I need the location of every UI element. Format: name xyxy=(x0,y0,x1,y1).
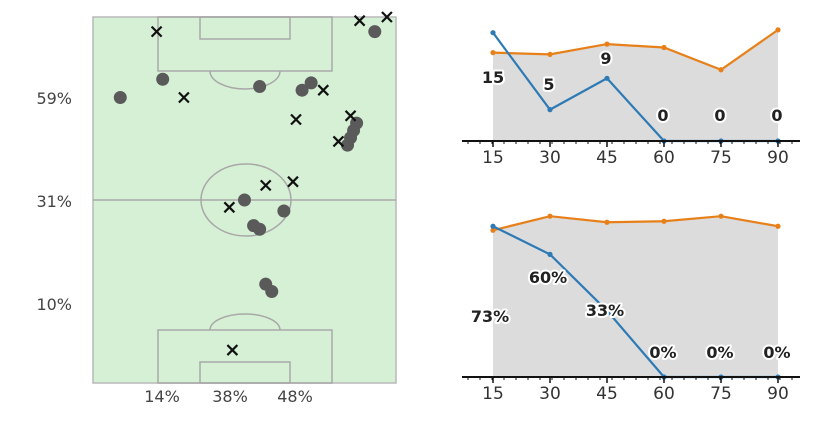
series-point-orange xyxy=(718,67,724,73)
data-label: 0 xyxy=(771,106,782,125)
scatter-point-cross xyxy=(381,11,393,23)
center-circle xyxy=(200,163,292,237)
data-label: 5 xyxy=(543,75,554,94)
scatter-point-cross xyxy=(226,344,239,356)
pitch-markers xyxy=(113,11,393,356)
series-point-orange xyxy=(775,223,781,229)
bottom-penalty-arc xyxy=(209,313,281,331)
scatter-point-cross xyxy=(332,135,345,148)
scatter-point-cross xyxy=(178,91,190,104)
data-label: 0 xyxy=(657,106,668,125)
data-label: 0% xyxy=(763,343,790,362)
pitch-y-tick-label: 10% xyxy=(36,295,72,314)
pitch-markings xyxy=(92,16,397,384)
x-tick-label: 75 xyxy=(710,384,732,404)
pitch-x-tick-label: 14% xyxy=(144,387,180,406)
area-fill xyxy=(493,29,778,142)
series-line-orange xyxy=(492,28,779,71)
top-goal-box xyxy=(199,16,291,40)
pitch-x-ticks: 14% 38% 48% xyxy=(144,387,313,406)
scatter-point-cross xyxy=(290,113,302,126)
x-tick-label: 45 xyxy=(596,148,618,168)
series-point-orange xyxy=(661,218,667,224)
x-tick-label: 30 xyxy=(539,384,561,404)
scatter-point-cross xyxy=(259,179,272,192)
data-label: 60% xyxy=(529,268,567,287)
bottom-goal-box xyxy=(199,361,291,384)
series-point-orange xyxy=(547,213,553,219)
scatter-point-circle xyxy=(304,76,318,90)
series-point-orange xyxy=(604,219,610,225)
pitch-x-tick-label: 38% xyxy=(212,387,248,406)
scatter-point-cross xyxy=(317,84,330,96)
series-line-orange xyxy=(492,215,779,232)
series-point-orange xyxy=(490,50,496,56)
pitch-y-tick-label: 59% xyxy=(36,89,72,108)
series-point-blue xyxy=(547,107,553,113)
pitch-y-tick-label: 31% xyxy=(36,192,72,211)
x-tick-label: 75 xyxy=(710,148,732,168)
series-point-orange xyxy=(547,51,553,57)
series-point-blue xyxy=(604,308,610,314)
scatter-point-circle xyxy=(265,285,279,298)
x-tick-label: 60 xyxy=(653,148,675,168)
x-tick-label: 45 xyxy=(596,384,618,404)
series-point-blue xyxy=(547,251,553,257)
pitch-y-ticks: 59% 31% 10% xyxy=(36,89,72,314)
scatter-point-circle xyxy=(156,72,170,86)
series-point-blue xyxy=(490,30,496,36)
scatter-point-circle xyxy=(368,25,382,39)
scatter-point-cross xyxy=(344,110,357,122)
area-fill xyxy=(493,216,778,377)
scatter-point-cross xyxy=(353,14,366,27)
scatter-point-circle xyxy=(253,80,267,94)
series-point-orange xyxy=(718,213,724,219)
x-tick-label: 60 xyxy=(653,384,675,404)
scatter-point-circle xyxy=(277,204,291,218)
series-point-orange xyxy=(661,44,667,51)
data-label: 0% xyxy=(706,343,733,362)
data-label: 15 xyxy=(482,68,504,87)
scatter-point-circle xyxy=(253,222,267,236)
scatter-point-circle xyxy=(295,83,309,97)
series-point-blue xyxy=(490,223,496,229)
x-tick-label: 15 xyxy=(482,384,504,404)
series-point-blue xyxy=(604,75,610,81)
scatter-point-circle xyxy=(113,91,127,105)
series-point-orange xyxy=(604,41,610,47)
series-point-orange xyxy=(775,27,781,33)
data-label: 73% xyxy=(471,307,509,326)
scatter-point-cross xyxy=(287,175,299,188)
x-tick-label: 15 xyxy=(482,148,504,168)
pitch-x-tick-label: 48% xyxy=(277,387,313,406)
scatter-point-cross xyxy=(223,201,236,214)
scatter-point-cross xyxy=(150,25,163,38)
x-tick-label: 90 xyxy=(767,148,789,168)
data-label: 9 xyxy=(600,49,611,68)
scatter-point-circle xyxy=(341,138,355,152)
data-label: 0 xyxy=(714,106,725,125)
data-label: 33% xyxy=(586,301,624,320)
series-point-orange xyxy=(490,227,496,233)
x-tick-label: 90 xyxy=(767,384,789,404)
x-tick-label: 30 xyxy=(539,148,561,168)
scatter-point-circle xyxy=(238,193,251,207)
data-label: 0% xyxy=(649,343,676,362)
top-penalty-arc xyxy=(209,70,281,90)
